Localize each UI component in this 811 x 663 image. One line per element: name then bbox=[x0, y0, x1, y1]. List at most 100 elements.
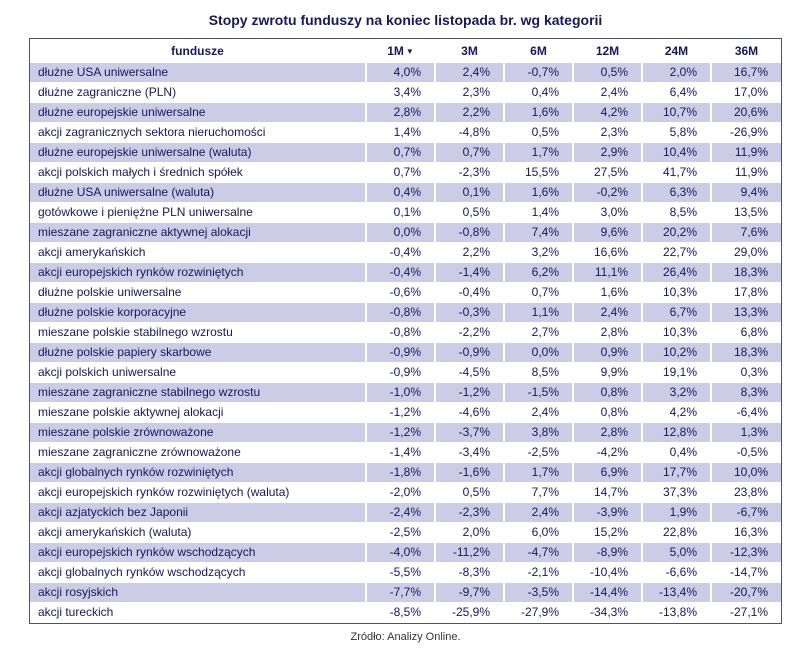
return-value-cell: -3,4% bbox=[436, 443, 505, 463]
table-row: akcji globalnych rynków wschodzących -5,5… bbox=[30, 563, 781, 583]
return-value-cell: 1,3% bbox=[712, 423, 781, 443]
return-value-cell: 0,0% bbox=[367, 223, 436, 243]
table-row: dłużne europejskie uniwersalne (waluta) 0… bbox=[30, 143, 781, 163]
fund-category-cell: dłużne europejskie uniwersalne (waluta) bbox=[30, 143, 367, 163]
report-page: Stopy zwrotu funduszy na koniec listopad… bbox=[29, 12, 782, 643]
column-header-3m[interactable]: 3M bbox=[436, 39, 505, 63]
table-row: akcji zagranicznych sektora nieruchomośc… bbox=[30, 123, 781, 143]
return-value-cell: 0,5% bbox=[574, 63, 643, 83]
return-value-cell: 16,7% bbox=[712, 63, 781, 83]
return-value-cell: 2,0% bbox=[436, 523, 505, 543]
fund-category-cell: akcji polskich małych i średnich spółek bbox=[30, 163, 367, 183]
return-value-cell: 0,7% bbox=[505, 283, 574, 303]
return-value-cell: -11,2% bbox=[436, 543, 505, 563]
return-value-cell: 11,9% bbox=[712, 143, 781, 163]
return-value-cell: 16,6% bbox=[574, 243, 643, 263]
fund-returns-table: fundusze 1M ▼ 3M 6M 12M 24M 36M dłużne USA uniw… bbox=[29, 38, 782, 624]
return-value-cell: -27,1% bbox=[712, 603, 781, 623]
return-value-cell: 2,8% bbox=[367, 103, 436, 123]
return-value-cell: 0,4% bbox=[505, 83, 574, 103]
return-value-cell: 8,5% bbox=[505, 363, 574, 383]
return-value-cell: -7,7% bbox=[367, 583, 436, 603]
return-value-cell: -1,2% bbox=[436, 383, 505, 403]
fund-category-cell: mieszane zagraniczne aktywnej alokacji bbox=[30, 223, 367, 243]
fund-category-cell: akcji globalnych rynków wschodzących bbox=[30, 563, 367, 583]
return-value-cell: -0,8% bbox=[436, 223, 505, 243]
table-row: dłużne polskie papiery skarbowe -0,9% -0,9… bbox=[30, 343, 781, 363]
return-value-cell: -13,4% bbox=[643, 583, 712, 603]
return-value-cell: -0,8% bbox=[367, 303, 436, 323]
return-value-cell: -2,5% bbox=[367, 523, 436, 543]
return-value-cell: 0,3% bbox=[712, 363, 781, 383]
return-value-cell: 0,5% bbox=[436, 203, 505, 223]
return-value-cell: -8,9% bbox=[574, 543, 643, 563]
return-value-cell: 13,3% bbox=[712, 303, 781, 323]
return-value-cell: 6,7% bbox=[643, 303, 712, 323]
return-value-cell: 6,8% bbox=[712, 323, 781, 343]
return-value-cell: 37,3% bbox=[643, 483, 712, 503]
return-value-cell: 0,7% bbox=[367, 163, 436, 183]
table-row: mieszane polskie stabilnego wzrostu -0,8%… bbox=[30, 323, 781, 343]
return-value-cell: -0,3% bbox=[436, 303, 505, 323]
fund-category-cell: akcji amerykańskich (waluta) bbox=[30, 523, 367, 543]
return-value-cell: 1,7% bbox=[505, 463, 574, 483]
return-value-cell: 1,7% bbox=[505, 143, 574, 163]
table-row: akcji europejskich rynków rozwiniętych (… bbox=[30, 483, 781, 503]
return-value-cell: 0,1% bbox=[367, 203, 436, 223]
return-value-cell: -10,4% bbox=[574, 563, 643, 583]
fund-category-cell: dłużne zagraniczne (PLN) bbox=[30, 83, 367, 103]
return-value-cell: 0,7% bbox=[436, 143, 505, 163]
table-title: Stopy zwrotu funduszy na koniec listopad… bbox=[208, 12, 603, 28]
return-value-cell: -0,9% bbox=[436, 343, 505, 363]
fund-category-cell: akcji globalnych rynków rozwiniętych bbox=[30, 463, 367, 483]
return-value-cell: -0,8% bbox=[367, 323, 436, 343]
fund-category-cell: dłużne polskie papiery skarbowe bbox=[30, 343, 367, 363]
return-value-cell: -0,4% bbox=[367, 263, 436, 283]
return-value-cell: 0,8% bbox=[574, 403, 643, 423]
table-row: akcji europejskich rynków rozwiniętych -0… bbox=[30, 263, 781, 283]
return-value-cell: -2,0% bbox=[367, 483, 436, 503]
return-value-cell: -1,2% bbox=[367, 423, 436, 443]
return-value-cell: -1,0% bbox=[367, 383, 436, 403]
return-value-cell: -6,4% bbox=[712, 403, 781, 423]
column-header-36m[interactable]: 36M bbox=[712, 39, 781, 63]
return-value-cell: -2,4% bbox=[367, 503, 436, 523]
return-value-cell: -1,6% bbox=[436, 463, 505, 483]
return-value-cell: -3,5% bbox=[505, 583, 574, 603]
fund-category-cell: mieszane zagraniczne stabilnego wzrostu bbox=[30, 383, 367, 403]
return-value-cell: 1,6% bbox=[505, 103, 574, 123]
column-header-24m[interactable]: 24M bbox=[643, 39, 712, 63]
return-value-cell: -2,3% bbox=[436, 163, 505, 183]
return-value-cell: 6,9% bbox=[574, 463, 643, 483]
return-value-cell: 7,6% bbox=[712, 223, 781, 243]
return-value-cell: 5,0% bbox=[643, 543, 712, 563]
table-body: dłużne USA uniwersalne 4,0% 2,4% -0,7% 0,5% 2… bbox=[30, 63, 781, 623]
return-value-cell: 14,7% bbox=[574, 483, 643, 503]
fund-category-cell: akcji europejskich rynków rozwiniętych (… bbox=[30, 483, 367, 503]
column-header-1m[interactable]: 1M ▼ bbox=[367, 39, 436, 63]
return-value-cell: 0,5% bbox=[436, 483, 505, 503]
table-row: akcji tureckich -8,5% -25,9% -27,9% -34,3% -1… bbox=[30, 603, 781, 623]
return-value-cell: -4,5% bbox=[436, 363, 505, 383]
return-value-cell: 4,0% bbox=[367, 63, 436, 83]
table-row: dłużne USA uniwersalne (waluta) 0,4% 0,1% 1… bbox=[30, 183, 781, 203]
return-value-cell: 9,9% bbox=[574, 363, 643, 383]
return-value-cell: 10,3% bbox=[643, 283, 712, 303]
return-value-cell: -0,4% bbox=[367, 243, 436, 263]
column-header-fundusze[interactable]: fundusze bbox=[30, 39, 367, 63]
return-value-cell: 10,4% bbox=[643, 143, 712, 163]
column-header-6m[interactable]: 6M bbox=[505, 39, 574, 63]
return-value-cell: -0,4% bbox=[436, 283, 505, 303]
return-value-cell: 9,6% bbox=[574, 223, 643, 243]
return-value-cell: 7,4% bbox=[505, 223, 574, 243]
return-value-cell: -8,5% bbox=[367, 603, 436, 623]
return-value-cell: 19,1% bbox=[643, 363, 712, 383]
fund-category-cell: akcji amerykańskich bbox=[30, 243, 367, 263]
return-value-cell: -0,5% bbox=[712, 443, 781, 463]
return-value-cell: 6,3% bbox=[643, 183, 712, 203]
return-value-cell: 10,0% bbox=[712, 463, 781, 483]
fund-category-cell: dłużne europejskie uniwersalne bbox=[30, 103, 367, 123]
column-header-12m[interactable]: 12M bbox=[574, 39, 643, 63]
return-value-cell: 0,4% bbox=[643, 443, 712, 463]
return-value-cell: 2,2% bbox=[436, 243, 505, 263]
